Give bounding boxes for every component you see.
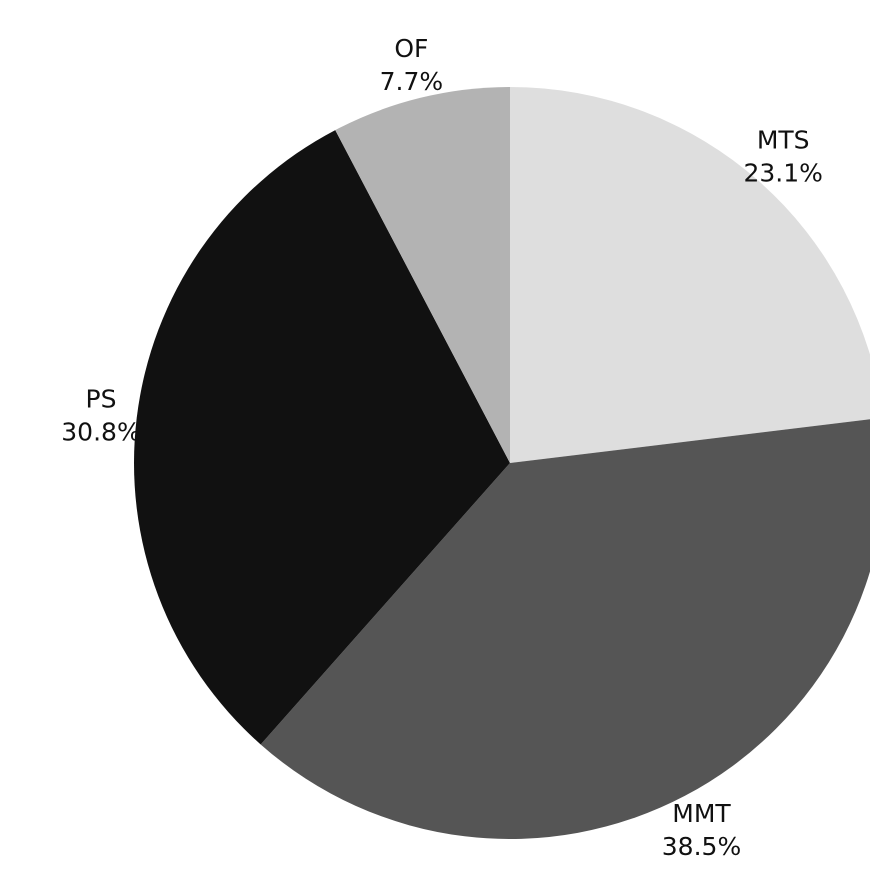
- pie-slice-mts: [510, 87, 870, 463]
- pie-slices: [134, 87, 870, 839]
- pie-slice-mmt: [260, 419, 870, 839]
- slice-name-label: PS: [86, 384, 117, 413]
- slice-name-label: MTS: [757, 126, 810, 155]
- slice-name-label: OF: [394, 34, 428, 63]
- pie-slice-ps: [134, 130, 510, 745]
- slice-percent-label: 23.1%: [743, 159, 822, 188]
- pie-slice-of: [335, 87, 510, 463]
- pie-labels: MTS 23.1% MMT 38.5% PS 30.8% OF 7.7%: [61, 34, 823, 861]
- slice-percent-label: 30.8%: [61, 417, 140, 446]
- slice-percent-label: 38.5%: [662, 832, 741, 861]
- slice-name-label: MMT: [672, 799, 731, 828]
- slice-percent-label: 7.7%: [380, 67, 444, 96]
